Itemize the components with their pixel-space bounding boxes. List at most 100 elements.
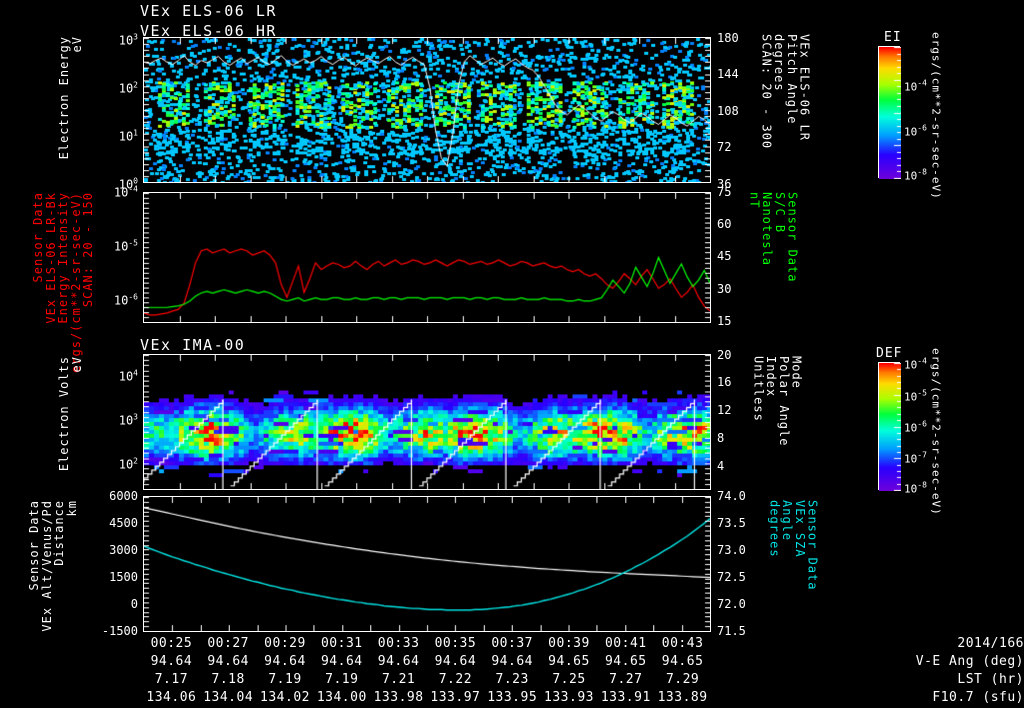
ytick: 10-5 <box>113 238 138 254</box>
panel1-right-axis-label: SCAN: 20 - 300 degrees Pitch Angle VEx E… <box>759 34 812 184</box>
ei-colorbar-units: ergs/(cm**2-sr-sec-eV) <box>930 32 943 200</box>
ytick: 0 <box>130 597 138 611</box>
panel4-right-axis-label-line4: Sensor Data <box>805 500 820 591</box>
ytick: 16 <box>717 375 732 389</box>
ytick: 72 <box>717 140 732 154</box>
ytick: 108 <box>717 104 739 118</box>
panel1-right-axis-label-line4: VEx ELS-06 LR <box>797 34 812 141</box>
ve-ang-cell: 94.64 <box>264 654 306 669</box>
panel3-title: VEx IMA-00 <box>140 336 246 354</box>
def-colorbar-ticks: 10-4 10-5 10-6 10-7 10-8 <box>904 357 954 496</box>
panel3-right-axis-label-line4: Mode <box>789 356 804 389</box>
panel1-right-axis-label-line1: SCAN: 20 - 300 <box>759 34 774 150</box>
panel2-left-axis-label-line3: Energy Intensity <box>56 192 71 324</box>
panel4-left-axis-label-line3: Distance <box>52 500 67 566</box>
lst-cell: 7.23 <box>495 672 529 687</box>
cbtick: 10-6 <box>904 123 927 139</box>
ytick: 71.5 <box>717 624 746 638</box>
cbtick: 10-5 <box>904 388 927 404</box>
cbtick: 10-7 <box>904 450 927 466</box>
ytick: 4500 <box>109 516 138 530</box>
panel4-plot-area[interactable] <box>143 496 711 632</box>
f107-cell: 134.04 <box>203 690 254 705</box>
ve-ang-cell: 94.64 <box>207 654 249 669</box>
time-cell: 00:31 <box>320 636 363 651</box>
panel4-right-axis-label-line2: Angle <box>780 500 795 542</box>
time-cell: 00:41 <box>604 636 647 651</box>
f107-cell: 133.97 <box>430 690 481 705</box>
panel4-left-axis-label-line1: Sensor Data <box>27 500 41 591</box>
f107-cell: 133.89 <box>657 690 708 705</box>
ytick: 36 <box>717 177 732 191</box>
panel1-right-axis-label-line3: Pitch Angle <box>784 34 799 125</box>
panel3-plot-area[interactable] <box>143 354 711 490</box>
panel1-left-axis-label: Electron Energy eV <box>57 36 84 182</box>
cbtick: 10-4 <box>904 356 927 372</box>
date-label: 2014/166 <box>957 636 1024 651</box>
panel1-left-ticklabels: 103 102 101 100 <box>88 32 138 192</box>
ytick: 103 <box>118 412 138 428</box>
ytick: 74.0 <box>717 489 746 503</box>
panel2-left-axis-label-line1: Sensor Data <box>31 192 45 283</box>
ytick: 4 <box>717 459 725 473</box>
lst-cell: 7.19 <box>268 672 302 687</box>
def-colorbar-units-text: ergs/(cm**2-sr-sec-eV) <box>929 348 943 516</box>
ytick: 45 <box>717 249 732 263</box>
panel2-left-axis-label: Sensor Data VEx ELS-06 LR-Bk Energy Inte… <box>31 192 95 373</box>
time-cell: 00:29 <box>264 636 306 651</box>
row-label-f107: F10.7 (sfu) <box>932 690 1024 705</box>
def-colorbar-units: ergs/(cm**2-sr-sec-eV) <box>930 348 943 516</box>
panel3-left-axis-label: Electron Volts eV <box>57 356 84 488</box>
lst-cell: 7.29 <box>665 672 700 687</box>
ei-colorbar <box>878 46 901 179</box>
panel3-right-ticklabels: 20 16 12 8 4 <box>717 348 763 492</box>
ytick: 72.5 <box>717 570 746 584</box>
panel4-left-axis-label-line4: km <box>64 500 79 517</box>
cbtick: 10-8 <box>904 167 927 183</box>
ytick: 102 <box>118 456 138 472</box>
ytick: 6000 <box>109 489 138 503</box>
panel3-left-axis-label-line1: Electron Volts <box>57 356 71 472</box>
ytick: 75 <box>717 185 732 199</box>
ytick: 1500 <box>109 570 138 584</box>
panel1-right-ticklabels: 180 144 108 72 36 <box>717 31 763 191</box>
ve-ang-cell: 94.64 <box>491 654 533 669</box>
f107-cell: 134.02 <box>260 690 310 705</box>
time-cell: 00:33 <box>377 636 420 651</box>
panel2-right-axis-label: nT Nanotesla S/C B Sensor Data <box>747 192 800 324</box>
ytick: 3000 <box>109 543 138 557</box>
f107-cell: 133.95 <box>487 690 538 705</box>
ytick: 100 <box>118 176 138 192</box>
time-cell: 00:25 <box>150 636 193 651</box>
panel4-right-ticklabels: 74.0 73.5 73.0 72.5 72.0 71.5 <box>717 489 767 638</box>
lst-cell: 7.27 <box>609 672 643 687</box>
time-cell: 00:35 <box>434 636 477 651</box>
panel2-canvas <box>144 193 710 322</box>
row-label-lst: LST (hr) <box>957 672 1024 687</box>
panel3-canvas <box>144 355 710 489</box>
panel2-right-axis-label-line2: Nanotesla <box>760 192 775 267</box>
panel2-right-axis-label-line3: S/C B <box>772 192 787 234</box>
panel4-left-axis-label: Sensor Data VEx Alt/Venus/Pd Distance km <box>27 500 79 632</box>
time-cell: 00:37 <box>491 636 533 651</box>
panel1-title-hr: VEx ELS-06 HR <box>140 22 277 40</box>
panel2-right-axis-label-line1: nT <box>747 192 762 209</box>
panel2-plot-area[interactable] <box>143 192 711 323</box>
ve-ang-cell: 94.64 <box>434 654 477 669</box>
panel2-left-ticklabels: 10-4 10-5 10-6 <box>88 185 138 324</box>
panel1-title-lr: VEx ELS-06 LR <box>140 2 277 20</box>
ve-ang-cell: 94.64 <box>150 654 193 669</box>
ytick: 15 <box>717 314 732 328</box>
cbtick: 10-6 <box>904 419 927 435</box>
panel1-plot-area[interactable] <box>143 37 711 183</box>
lst-cell: 7.17 <box>154 672 189 687</box>
f107-cell: 133.91 <box>600 690 651 705</box>
panel4-canvas <box>144 497 710 631</box>
ytick: 103 <box>118 32 138 48</box>
ytick: 8 <box>717 431 725 445</box>
def-colorbar-label: DEF <box>876 346 903 361</box>
ytick: 180 <box>717 31 739 45</box>
ytick: 72.0 <box>717 597 746 611</box>
time-cell: 00:39 <box>548 636 590 651</box>
ve-ang-cell: 94.64 <box>320 654 363 669</box>
